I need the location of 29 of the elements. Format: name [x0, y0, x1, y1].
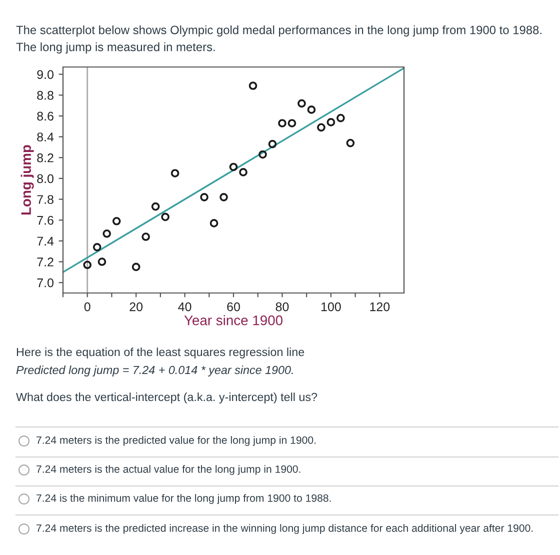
text: 7.24 meters is the predicted value for the long jump in 1900. [36, 436, 316, 446]
text: 7.24 meters is the actual value for the long jump in 1900. [36, 465, 300, 475]
y-tick-label: 8.8 [37, 90, 54, 100]
y-tick-label: 8.6 [37, 112, 54, 121]
y-tick-label: 9.0 [37, 70, 54, 79]
x-tick-label: 20 [130, 302, 143, 312]
chart-title: The scatterplot below shows Olympic gold medal performances in the long jump from 1900 to 1988. [16, 25, 542, 37]
y-tick-label: 7.2 [37, 258, 54, 266]
y-tick-label: 8.0 [37, 174, 54, 184]
y-tick-label: 7.4 [37, 236, 54, 246]
x-tick-label: 60 [227, 302, 240, 312]
y-tick-label: 7.8 [37, 195, 54, 204]
y-tick-label: 7.0 [37, 278, 54, 288]
text: 7.24 meters is the predicted increase in the winning long jump distance for each additional year after 1900. [36, 524, 533, 534]
text: What does the vertical-intercept (a.k.a. y-intercept) tell us? [16, 392, 318, 404]
y-axis-title: Long jump [20, 145, 34, 215]
x-axis-title: Year since 1900 [184, 315, 283, 326]
x-tick-label: 0 [84, 302, 90, 312]
x-tick-label: 40 [178, 302, 192, 312]
text: Predicted long jump = 7.24 + 0.014 * year since 1900. [16, 366, 293, 376]
y-tick-label: 7.6 [37, 216, 54, 225]
x-tick-label: 100 [321, 302, 341, 312]
chart-subtitle: The long jump is measured in meters. [16, 42, 215, 54]
y-tick-label: 8.2 [37, 153, 54, 162]
x-tick-label: 120 [370, 302, 390, 312]
y-tick-label: 8.4 [37, 132, 54, 142]
x-tick-label: 80 [276, 302, 289, 312]
text: 7.24 is the minimum value for the long jump from 1900 to 1988. [36, 494, 331, 504]
text: Here is the equation of the least squares regression line [16, 348, 304, 358]
